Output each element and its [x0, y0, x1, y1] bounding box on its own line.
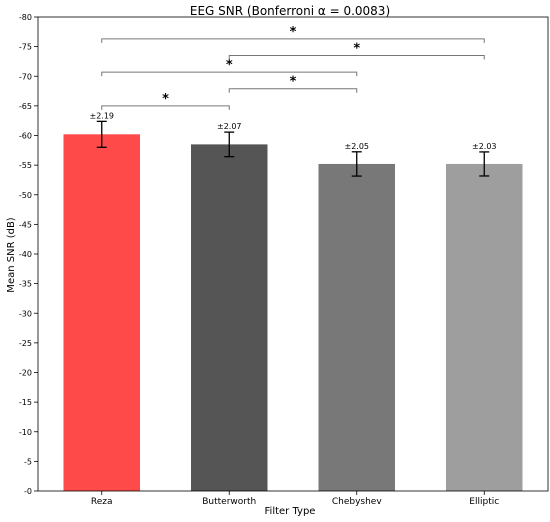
- significance-bracket: [101, 71, 358, 77]
- y-tick-label: -50: [19, 191, 32, 200]
- plot-frame: [37, 16, 549, 492]
- error-label: ±2.07: [217, 122, 242, 131]
- y-axis-label: Mean SNR (dB): [6, 217, 17, 292]
- bar: [63, 134, 140, 491]
- significance-star: *: [162, 92, 169, 107]
- y-tick-label: -65: [19, 102, 32, 111]
- y-tick-label: -45: [19, 220, 32, 229]
- y-tick-label: -5: [24, 457, 32, 466]
- y-tick-label: -75: [19, 43, 32, 52]
- y-tick-label: -0: [24, 487, 32, 496]
- chart-title: EEG SNR (Bonferroni α = 0.0083): [190, 4, 390, 18]
- y-tick-label: -15: [19, 398, 32, 407]
- y-tick-label: -10: [19, 428, 32, 437]
- significance-star: *: [226, 58, 233, 73]
- x-tick-label: Elliptic: [469, 497, 499, 507]
- y-tick-label: -30: [19, 309, 32, 318]
- y-tick-label: -35: [19, 280, 32, 289]
- y-tick-label: -60: [19, 132, 32, 141]
- x-tick-label: Butterworth: [202, 497, 256, 507]
- y-tick-label: -70: [19, 72, 32, 81]
- significance-bracket: [228, 55, 485, 60]
- significance-bracket: [101, 105, 230, 110]
- bar: [318, 163, 395, 491]
- error-label: ±2.19: [89, 111, 114, 120]
- significance-bracket: [228, 88, 358, 93]
- x-tick-label: Reza: [91, 497, 113, 507]
- error-label: ±2.05: [344, 142, 369, 151]
- significance-star: *: [290, 75, 297, 90]
- error-label: ±2.03: [472, 142, 497, 151]
- x-axis-label: Filter Type: [265, 506, 316, 517]
- significance-star: *: [290, 25, 297, 40]
- y-tick-label: -55: [19, 161, 32, 170]
- y-tick-label: -20: [19, 369, 32, 378]
- significance-bracket: [101, 38, 485, 43]
- bar: [191, 144, 268, 491]
- y-tick-label: -40: [19, 250, 32, 259]
- significance-star: *: [353, 42, 360, 57]
- y-tick-label: -25: [19, 339, 32, 348]
- x-tick-label: Chebyshev: [332, 497, 382, 507]
- bar: [446, 163, 523, 491]
- y-tick-label: -80: [19, 13, 32, 22]
